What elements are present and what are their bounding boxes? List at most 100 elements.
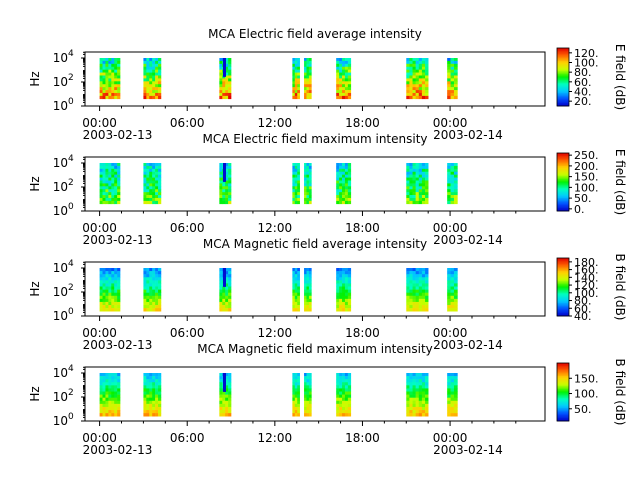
heatmap-cell	[294, 385, 298, 389]
heatmap-cell	[415, 289, 420, 293]
heatmap-cell	[105, 186, 109, 190]
heatmap-cell	[297, 165, 300, 170]
heatmap-cell	[158, 292, 162, 297]
heatmap-cell	[308, 376, 312, 380]
heatmap-cell	[336, 379, 340, 383]
heatmap-cell	[149, 183, 153, 187]
heatmap-cell	[304, 195, 307, 199]
heatmap-cell	[450, 283, 455, 287]
heatmap-cell	[294, 60, 298, 65]
heatmap-cell	[117, 410, 121, 414]
heatmap-cell	[158, 66, 162, 70]
heatmap-cell	[149, 373, 153, 377]
heatmap-cell	[418, 274, 423, 278]
heatmap-cell	[117, 385, 121, 389]
heatmap-cell	[409, 283, 413, 287]
heatmap-cell	[228, 268, 232, 272]
heatmap-cell	[155, 84, 159, 88]
heatmap-cell	[114, 197, 118, 202]
colorbar-cell	[557, 81, 569, 84]
heatmap-cell	[450, 410, 455, 414]
colorbar-cell	[557, 263, 569, 266]
heatmap-cell	[342, 388, 346, 392]
heatmap-cell	[292, 406, 296, 411]
data-segment	[143, 373, 162, 417]
heatmap-cell	[453, 295, 458, 300]
heatmap-cell	[336, 66, 340, 70]
heatmap-cell	[292, 403, 296, 408]
heatmap-cell	[339, 397, 343, 402]
x-tick-label: 00:00	[82, 431, 117, 445]
heatmap-cell	[99, 379, 103, 383]
heatmap-cell	[453, 308, 458, 312]
heatmap-cell	[228, 197, 232, 202]
heatmap-cell	[336, 400, 340, 405]
heatmap-cell	[418, 286, 423, 290]
colorbar-cell	[557, 55, 569, 58]
heatmap-cell	[108, 81, 112, 85]
heatmap-cell	[304, 277, 307, 281]
heatmap-cell	[225, 400, 229, 405]
heatmap-cell	[102, 197, 106, 202]
heatmap-cell	[222, 183, 226, 187]
heatmap-cell	[339, 385, 343, 389]
heatmap-cell	[108, 382, 112, 386]
heatmap-cell	[406, 277, 410, 281]
heatmap-cell	[308, 406, 312, 411]
heatmap-cell	[415, 274, 420, 278]
heatmap-cell	[152, 168, 156, 173]
heatmap-cell	[219, 69, 223, 73]
colorbar-cell	[557, 260, 569, 263]
heatmap-cell	[294, 308, 298, 312]
heatmap-cell	[336, 189, 340, 193]
heatmap-cell	[425, 379, 429, 383]
colorbar-cell	[557, 418, 569, 420]
heatmap-cell	[453, 171, 458, 175]
heatmap-cell	[292, 308, 296, 312]
heatmap-cell	[412, 277, 416, 281]
heatmap-cell	[155, 295, 159, 300]
heatmap-cell	[415, 177, 420, 181]
heatmap-cell	[219, 60, 223, 65]
heatmap-cell	[339, 388, 343, 392]
heatmap-cell	[447, 189, 451, 193]
heatmap-cell	[409, 382, 413, 386]
heatmap-cell	[418, 397, 423, 402]
heatmap-cell	[339, 163, 343, 167]
heatmap-cell	[102, 280, 106, 284]
colorbar-cell	[557, 276, 569, 279]
heatmap-cell	[406, 95, 410, 100]
heatmap-cell	[415, 165, 420, 170]
heatmap-cell	[149, 376, 153, 380]
heatmap-cell	[406, 60, 410, 65]
heatmap-cell	[102, 308, 106, 312]
heatmap-cell	[111, 163, 115, 167]
heatmap-cell	[336, 87, 340, 91]
heatmap-cell	[108, 376, 112, 380]
heatmap-cell	[306, 413, 310, 417]
heatmap-cell	[143, 72, 147, 76]
heatmap-cell	[447, 394, 451, 398]
heatmap-cell	[228, 72, 232, 76]
heatmap-cell	[453, 87, 458, 91]
heatmap-cell	[415, 295, 420, 300]
heatmap-cell	[304, 163, 307, 167]
heatmap-cell	[143, 63, 147, 68]
heatmap-cell	[450, 292, 455, 297]
heatmap-cell	[415, 189, 420, 193]
heatmap-cell	[102, 413, 106, 417]
heatmap-cell	[102, 174, 106, 178]
heatmap-cell	[143, 301, 147, 306]
heatmap-cell	[418, 92, 423, 97]
heatmap-cell	[447, 186, 451, 190]
colorbar-cell	[557, 399, 569, 402]
heatmap-cell	[297, 277, 300, 281]
heatmap-cell	[108, 168, 112, 173]
heatmap-cell	[222, 90, 226, 94]
heatmap-cell	[117, 286, 121, 290]
heatmap-cell	[143, 174, 147, 178]
colorbar-cell	[557, 305, 569, 308]
heatmap-cell	[418, 186, 423, 190]
heatmap-cell	[114, 376, 118, 380]
